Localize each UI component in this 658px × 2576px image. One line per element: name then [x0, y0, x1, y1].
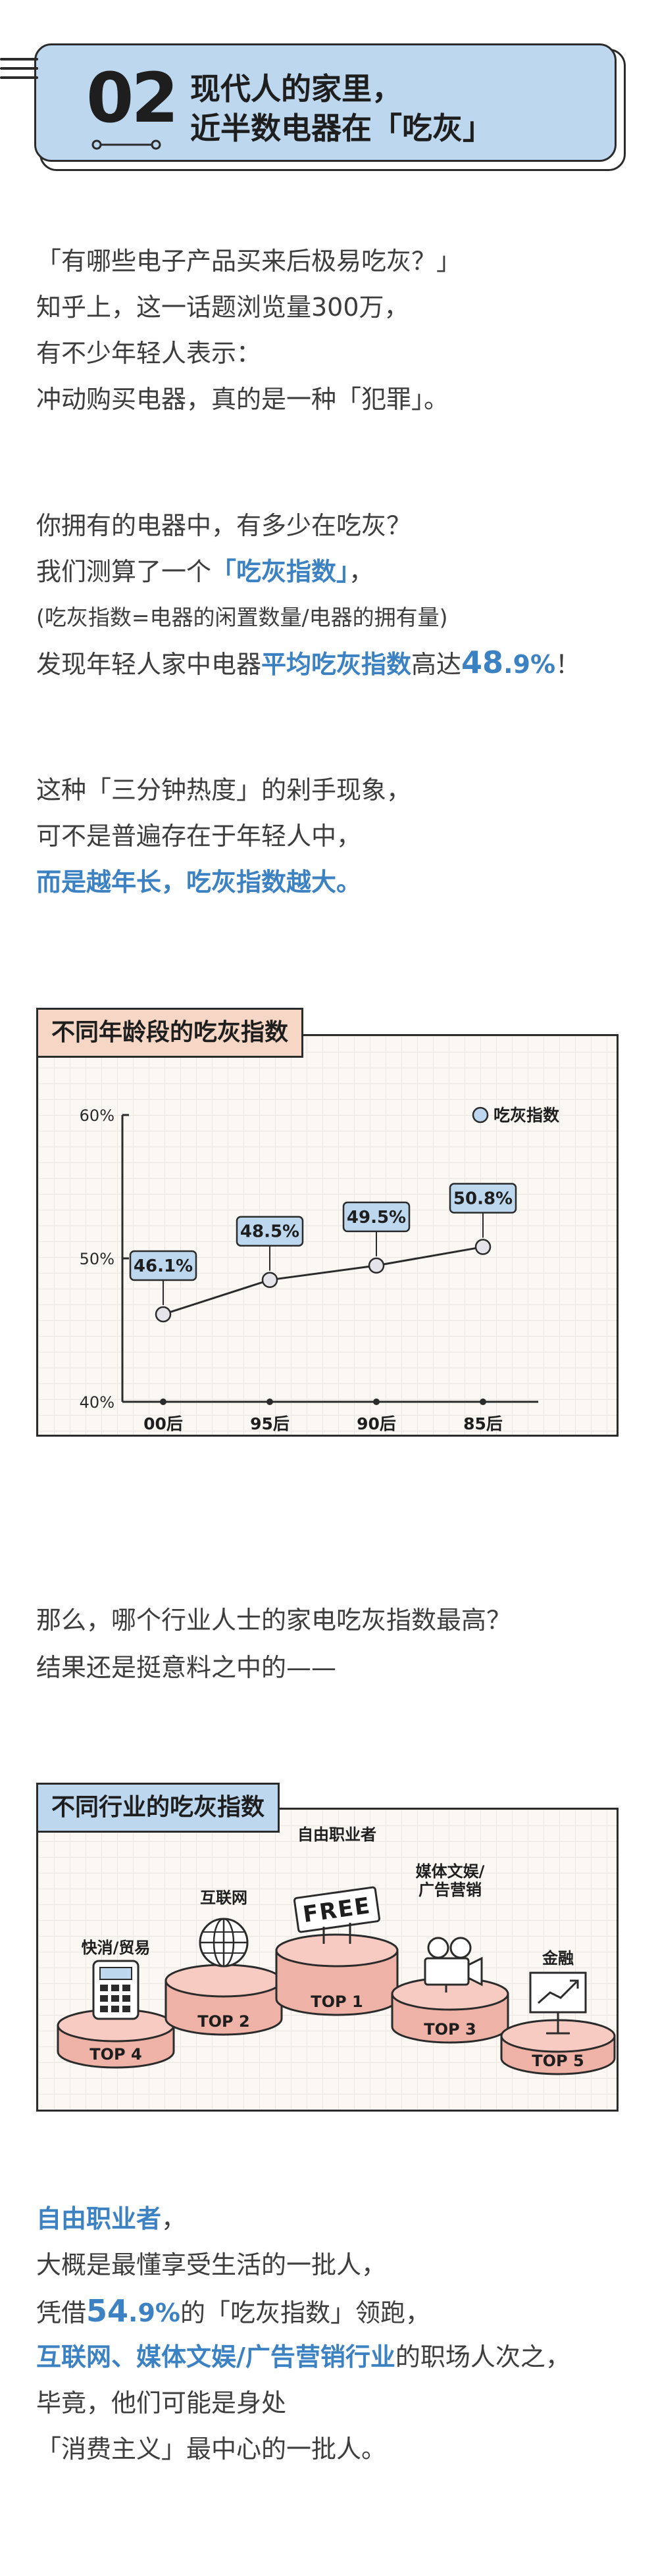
series-line	[163, 1246, 484, 1316]
age-chart-tag: 不同年龄段的吃灰指数	[36, 1008, 304, 1058]
average-percent: .9%	[503, 650, 556, 679]
x-tick-dot	[480, 1399, 486, 1405]
industry-ranking-graphic: TOP 4 TOP 2 TOP 1 TOP 3 TOP 5 FREE 快消/贸易 互联网 自由职…	[57, 1825, 616, 2075]
data-point	[261, 1272, 278, 1288]
freelancer-highlight: 自由职业者	[36, 2204, 162, 2233]
index-line: 我们测算了一个「吃灰指数」，	[36, 555, 374, 588]
intro-line-3: 有不少年轻人表示：	[36, 339, 262, 368]
age-chart-panel: 60% 50% 40% 吃灰指数 46.1% 00后 48.5% 95后 49.5% 90后 50.…	[36, 1034, 619, 1437]
freelancer-number: 54	[86, 2293, 129, 2329]
outro-line-1-post: ，	[161, 2204, 187, 2233]
x-tick-label: 00后	[143, 1414, 183, 1433]
average-highlight: 平均吃灰指数	[261, 650, 412, 679]
data-label-box	[236, 1216, 304, 1247]
outro-line-2: 大概是最懂享受生活的一批人，	[36, 2250, 387, 2279]
calculator-icon	[92, 1960, 139, 2020]
data-label-box	[129, 1250, 197, 1281]
number-underline-icon	[91, 139, 161, 150]
section-number: 02	[86, 58, 179, 138]
header-deco-lines	[0, 58, 38, 92]
legend-label: 吃灰指数	[494, 1106, 560, 1125]
x-tick-dot	[266, 1399, 273, 1405]
industries-highlight: 互联网、媒体文娱/广告营销行业	[36, 2342, 395, 2371]
industry-answer-lead: 结果还是挺意料之中的——	[36, 1653, 337, 1682]
section-title-line-2: 近半数电器在「吃灰」	[190, 111, 493, 146]
pedestal	[164, 1964, 283, 2036]
outro-line-6: 「消费主义」最中心的一批人。	[36, 2435, 387, 2464]
header-card: 02 现代人的家里， 近半数电器在「吃灰」	[34, 43, 617, 162]
outro-line-1: 自由职业者，	[36, 2202, 186, 2235]
index-line-post: ，	[349, 557, 374, 586]
pedestal	[57, 2008, 175, 2069]
intro-line-1: 「有哪些电子产品买来后极易吃灰？」	[36, 247, 462, 276]
y-tick-label: 40%	[80, 1393, 114, 1412]
globe-icon	[199, 1918, 249, 1968]
x-tick-dot	[160, 1399, 166, 1405]
outro-line-3-post: 的「吃灰指数」领跑，	[180, 2298, 430, 2327]
outro-line-3-pre: 凭借	[36, 2298, 87, 2327]
data-label-box	[449, 1183, 517, 1214]
index-name-highlight: 「吃灰指数」	[211, 557, 349, 586]
free-sign-icon: FREE	[293, 1886, 380, 1933]
freelancer-percent: .9%	[128, 2298, 180, 2327]
rank-label: TOP 3	[424, 2020, 476, 2039]
y-tick-label: 60%	[80, 1106, 114, 1125]
data-label: 46.1%	[134, 1256, 193, 1276]
data-point	[155, 1306, 172, 1323]
pedestal	[391, 1977, 509, 2044]
chart-board-icon	[529, 1971, 587, 2035]
legend-marker	[472, 1106, 489, 1124]
question-line: 你拥有的电器中，有多少在吃灰？	[36, 511, 412, 540]
average-number: 48	[461, 645, 504, 680]
pedestal	[500, 2019, 616, 2075]
rank-label: TOP 2	[197, 2012, 249, 2031]
trend-line-2: 可不是普遍存在于年轻人中，	[36, 822, 362, 851]
x-tick-dot	[373, 1399, 380, 1405]
intro-line-2: 知乎上，这一话题浏览量300万，	[36, 293, 409, 322]
industry-name: 金融	[542, 1949, 574, 1968]
outro-line-4-post: 的职场人次之，	[395, 2342, 570, 2371]
y-tick-label: 50%	[80, 1250, 114, 1268]
industry-name: 快消/贸易	[82, 1939, 151, 1957]
data-label-box	[342, 1201, 411, 1233]
section-title: 现代人的家里， 近半数电器在「吃灰」	[190, 69, 493, 148]
data-point	[474, 1239, 492, 1255]
video-camera-icon	[424, 1937, 483, 1993]
industry-chart-tag: 不同行业的吃灰指数	[36, 1783, 280, 1833]
average-line-post: ！	[555, 650, 581, 679]
outro-line-3: 凭借54.9%的「吃灰指数」领跑，	[36, 2294, 430, 2329]
industry-chart-panel: TOP 4 TOP 2 TOP 1 TOP 3 TOP 5 FREE 快消/贸易 互联网 自由职…	[36, 1808, 619, 2112]
data-point	[368, 1257, 385, 1274]
index-formula: (吃灰指数=电器的闲置数量/电器的拥有量)	[36, 605, 448, 630]
age-line-chart: 60% 50% 40% 吃灰指数 46.1% 00后 48.5% 95后 49.5% 90后 50.…	[80, 1106, 560, 1433]
industry-question: 那么，哪个行业人士的家电吃灰指数最高？	[36, 1606, 512, 1635]
industry-name: 广告营销	[418, 1881, 482, 1899]
outro-line-5: 毕竟，他们可能是身处	[36, 2389, 287, 2417]
x-tick-label: 90后	[357, 1414, 396, 1433]
intro-line-4: 冲动购买电器，真的是一种「犯罪」。	[36, 385, 449, 414]
trend-line-1: 这种「三分钟热度」的剁手现象，	[36, 776, 412, 805]
average-line-pre: 发现年轻人家中电器	[36, 650, 262, 679]
data-label: 48.5%	[240, 1222, 299, 1242]
index-line-pre: 我们测算了一个	[36, 557, 212, 586]
x-tick-label: 95后	[250, 1414, 290, 1433]
rank-label: TOP 5	[532, 2052, 584, 2070]
outro-line-4: 互联网、媒体文娱/广告营销行业的职场人次之，	[36, 2341, 570, 2373]
rank-label: TOP 1	[311, 1993, 363, 2011]
pedestal	[275, 1933, 399, 2016]
average-line-mid: 高达	[411, 650, 462, 679]
section-title-line-1: 现代人的家里，	[190, 71, 402, 107]
industry-name: 自由职业者	[297, 1825, 376, 1844]
x-tick-label: 85后	[463, 1414, 503, 1433]
data-label: 50.8%	[453, 1189, 513, 1209]
average-line: 发现年轻人家中电器平均吃灰指数高达48.9%！	[36, 646, 580, 681]
rank-label: TOP 4	[89, 2045, 141, 2064]
industry-name: 媒体文娱/	[416, 1862, 485, 1881]
data-label: 49.5%	[347, 1208, 406, 1227]
trend-line-3: 而是越年长，吃灰指数越大。	[36, 868, 362, 897]
industry-name: 互联网	[200, 1889, 247, 1907]
